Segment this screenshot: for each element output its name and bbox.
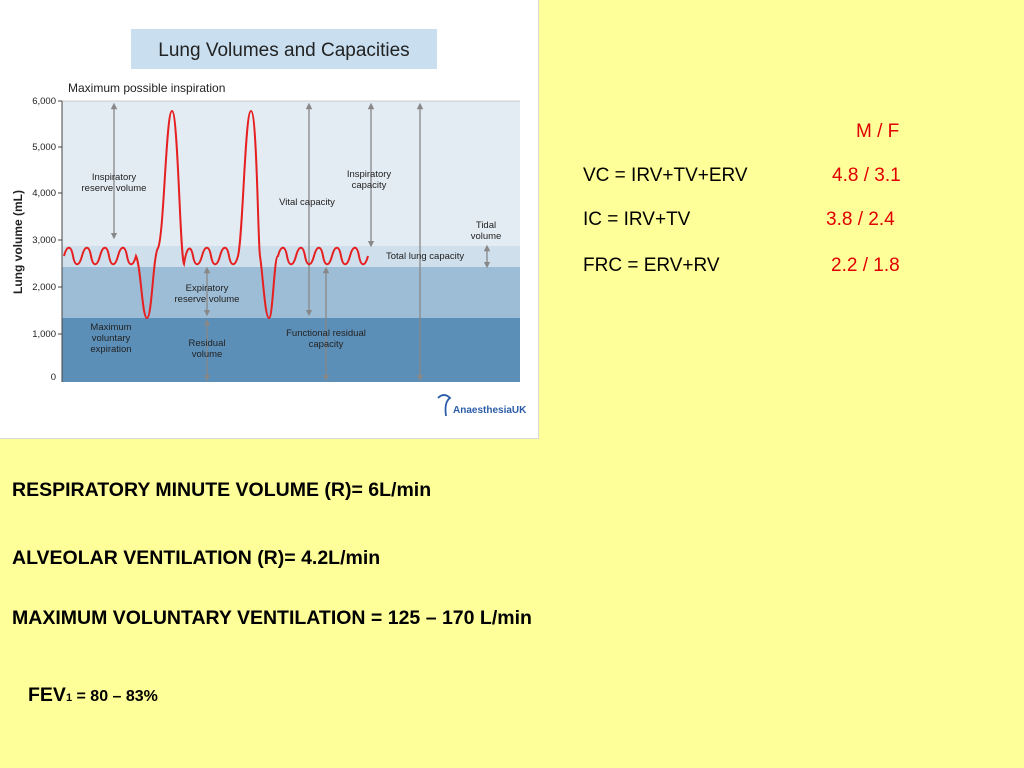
y-ticks xyxy=(58,100,62,335)
lung-volumes-diagram: Lung Volumes and Capacities 6,000 5,000 … xyxy=(0,0,539,439)
fev-prefix: FEV xyxy=(28,684,66,706)
diagram-svg: Lung Volumes and Capacities 6,000 5,000 … xyxy=(11,29,527,417)
y-axis-label: Lung volume (mL) xyxy=(11,190,25,294)
mf-header: M / F xyxy=(856,121,900,142)
y-tick-0: 0 xyxy=(51,372,56,383)
label-ic-2: capacity xyxy=(352,180,387,191)
label-tidal-2: volume xyxy=(471,231,502,242)
y-tick-6000: 6,000 xyxy=(32,96,56,107)
spirometry-trace xyxy=(63,109,369,320)
fact-respiratory-minute-volume: RESPIRATORY MINUTE VOLUME (R)= 6L/min xyxy=(12,479,432,501)
formula-frc: FRC = ERV+RV xyxy=(583,255,720,276)
label-total-lung-capacity: Total lung capacity xyxy=(386,251,464,262)
y-tick-2000: 2,000 xyxy=(32,282,56,293)
anaesthesia-logo-icon xyxy=(437,394,452,417)
formula-ic: IC = IRV+TV xyxy=(583,209,691,230)
value-vc: 4.8 / 3.1 xyxy=(832,165,901,186)
y-tick-5000: 5,000 xyxy=(32,142,56,153)
label-irv-1: Inspiratory xyxy=(92,172,137,183)
label-rv-2: volume xyxy=(192,349,223,360)
zone-erv xyxy=(62,267,520,318)
fact-alveolar-ventilation: ALVEOLAR VENTILATION (R)= 4.2L/min xyxy=(12,547,381,569)
label-erv-2: reserve volume xyxy=(175,294,240,305)
value-frc: 2.2 / 1.8 xyxy=(831,255,900,276)
zone-tidal xyxy=(62,246,520,267)
y-tick-3000: 3,000 xyxy=(32,235,56,246)
label-frc-2: capacity xyxy=(309,339,344,350)
fev-subscript: 1 xyxy=(65,692,73,704)
label-mve-2: voluntary xyxy=(92,333,131,344)
zone-irv xyxy=(62,101,520,246)
title-banner xyxy=(131,29,437,69)
label-rv-1: Residual xyxy=(189,338,226,349)
fev-rest: = 80 – 83% xyxy=(72,688,158,705)
label-vital-capacity: Vital capacity xyxy=(279,197,335,208)
label-tidal-1: Tidal xyxy=(476,220,496,231)
logo-text: AnaesthesiaUK xyxy=(453,405,527,416)
fact-fev1: FEV1 = 80 – 83% xyxy=(28,684,158,707)
zone-residual xyxy=(62,318,520,382)
formula-vc: VC = IRV+TV+ERV xyxy=(583,165,748,186)
label-max-inspiration: Maximum possible inspiration xyxy=(68,81,225,95)
y-tick-1000: 1,000 xyxy=(32,329,56,340)
label-ic-1: Inspiratory xyxy=(347,169,392,180)
y-tick-4000: 4,000 xyxy=(32,188,56,199)
fact-maximum-voluntary-ventilation: MAXIMUM VOLUNTARY VENTILATION = 125 – 17… xyxy=(12,607,532,629)
label-frc-1: Functional residual xyxy=(286,328,366,339)
diagram-title: Lung Volumes and Capacities xyxy=(158,40,409,61)
value-ic: 3.8 / 2.4 xyxy=(826,209,895,230)
label-mve-3: expiration xyxy=(90,344,131,355)
label-mve-1: Maximum xyxy=(90,322,131,333)
label-erv-1: Expiratory xyxy=(186,283,229,294)
label-irv-2: reserve volume xyxy=(82,183,147,194)
